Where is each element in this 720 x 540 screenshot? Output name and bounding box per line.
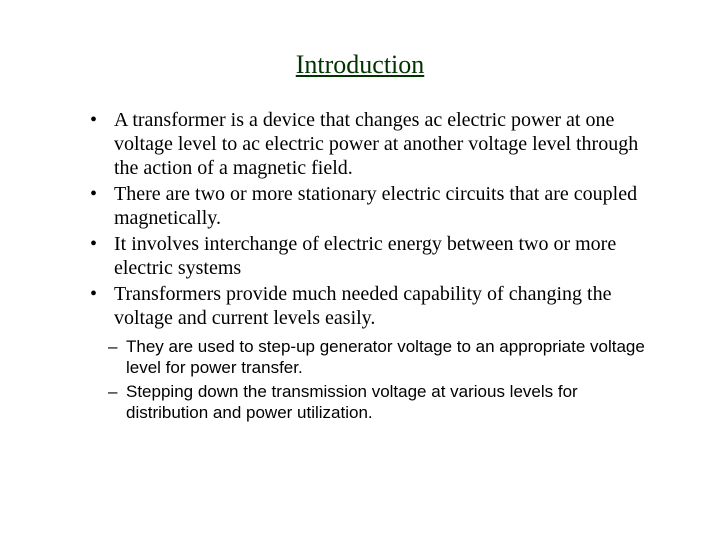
bullet-item: A transformer is a device that changes a…: [90, 108, 660, 180]
bullet-item: It involves interchange of electric ener…: [90, 232, 660, 280]
sub-bullet-list: They are used to step-up generator volta…: [60, 336, 660, 423]
sub-bullet-item: They are used to step-up generator volta…: [108, 336, 660, 379]
slide-title: Introduction: [60, 50, 660, 80]
bullet-item: There are two or more stationary electri…: [90, 182, 660, 230]
bullet-item: Transformers provide much needed capabil…: [90, 282, 660, 330]
sub-bullet-item: Stepping down the transmission voltage a…: [108, 381, 660, 424]
main-bullet-list: A transformer is a device that changes a…: [60, 108, 660, 330]
